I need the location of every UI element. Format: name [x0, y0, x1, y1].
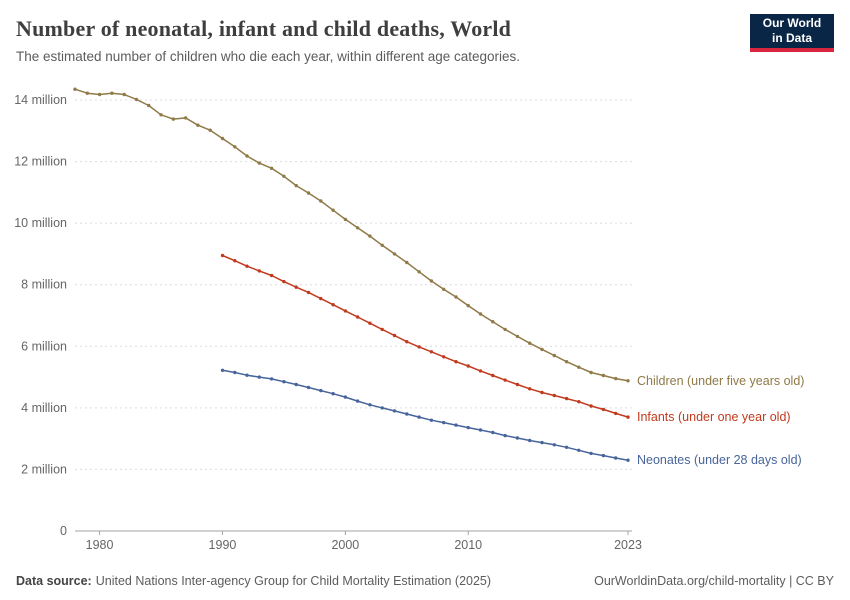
chart-subtitle: The estimated number of children who die…	[16, 49, 521, 64]
series-neonates[interactable]: Neonates (under 28 days old)	[220, 368, 802, 468]
svg-text:2000: 2000	[331, 538, 359, 552]
svg-text:1980: 1980	[86, 538, 114, 552]
svg-text:14 million: 14 million	[14, 93, 67, 107]
owid-logo[interactable]: Our World in Data	[750, 14, 834, 52]
chart-header: Number of neonatal, infant and child dea…	[0, 0, 850, 64]
svg-text:2010: 2010	[454, 538, 482, 552]
svg-text:6 million: 6 million	[21, 339, 67, 353]
svg-text:12 million: 12 million	[14, 155, 67, 169]
svg-text:10 million: 10 million	[14, 216, 67, 230]
svg-text:1990: 1990	[209, 538, 237, 552]
line-chart[interactable]: 0 2 million 4 million 6 million 8 million 10 …	[0, 78, 850, 558]
footer-link[interactable]: OurWorldinData.org/child-mortality | CC …	[594, 574, 834, 588]
data-source-text: United Nations Inter-agency Group for Ch…	[95, 574, 492, 588]
data-source-label: Data source:	[16, 574, 92, 588]
chart-plot-area[interactable]: 0 2 million 4 million 6 million 8 million 10 …	[0, 78, 850, 558]
chart-title: Number of neonatal, infant and child dea…	[16, 16, 512, 41]
data-source: Data source: United Nations Inter-agency …	[16, 574, 491, 588]
svg-text:2023: 2023	[614, 538, 642, 552]
series-children[interactable]: Children (under five years old)	[73, 87, 804, 388]
chart-footer: Data source: United Nations Inter-agency …	[16, 574, 834, 588]
svg-text:2 million: 2 million	[21, 462, 67, 476]
series-label-infants: Infants (under one year old)	[637, 410, 791, 424]
svg-text:8 million: 8 million	[21, 278, 67, 292]
owid-logo-line1: Our World	[762, 16, 822, 30]
y-axis: 0 2 million 4 million 6 million 8 million 10 …	[14, 93, 632, 538]
svg-text:4 million: 4 million	[21, 401, 67, 415]
x-axis: 1980 1990 2000 2010 2023	[86, 531, 642, 552]
svg-text:0: 0	[60, 524, 67, 538]
series-label-neonates: Neonates (under 28 days old)	[637, 453, 802, 467]
series-infants[interactable]: Infants (under one year old)	[220, 253, 791, 424]
series-label-children: Children (under five years old)	[637, 374, 804, 388]
owid-logo-line2: in Data	[771, 31, 812, 45]
